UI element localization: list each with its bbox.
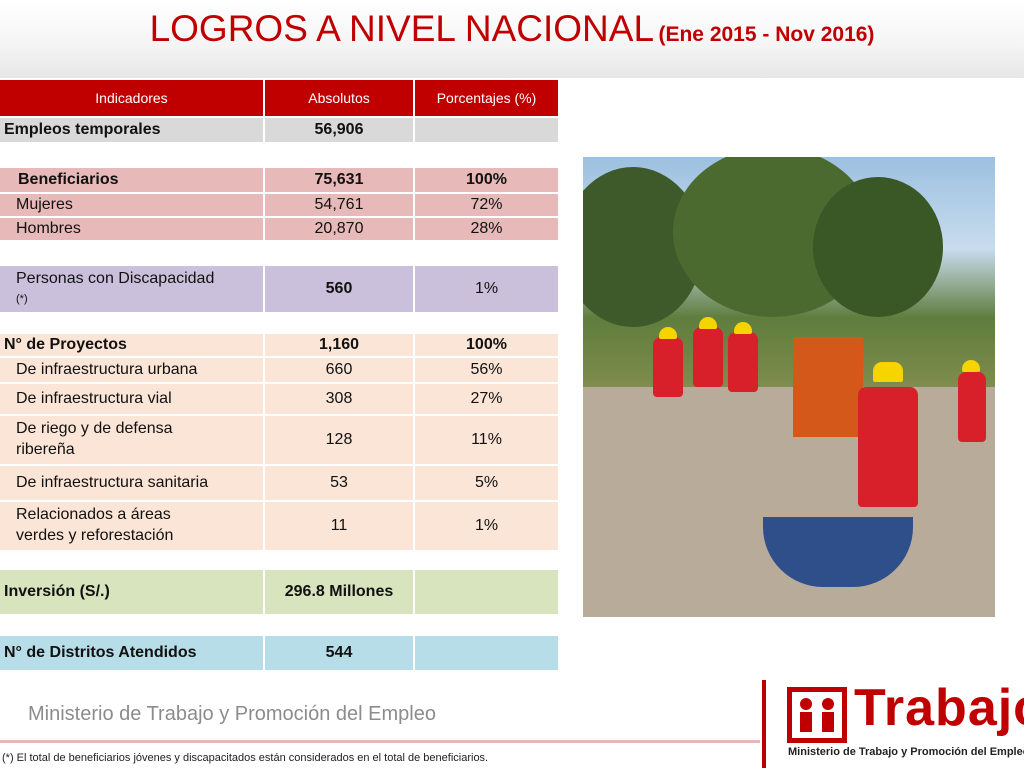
trabajo-logo: Trabajo Ministerio de Trabajo y Promoció…: [762, 679, 1024, 768]
label-sanitaria: De infraestructura sanitaria: [0, 466, 265, 502]
abs-beneficiarios: 75,631: [265, 168, 415, 194]
footnote: (*) El total de beneficiarios jóvenes y …: [2, 752, 489, 764]
photo-worker: [653, 337, 683, 397]
title-band: [0, 0, 1024, 78]
photo-ground: [583, 387, 995, 617]
label-beneficiarios: Beneficiarios: [0, 168, 265, 194]
abs-urbana: 660: [265, 358, 415, 384]
table-row-urbana: De infraestructura urbana 660 56%: [0, 358, 560, 384]
people-icon: [787, 687, 847, 743]
table-header-row: Indicadores Absolutos Porcentajes (%): [0, 80, 560, 118]
logo-word: Trabajo: [854, 679, 1024, 737]
abs-distritos: 544: [265, 636, 415, 672]
pct-sanitaria: 5%: [415, 466, 560, 502]
label-empleos: Empleos temporales: [0, 118, 265, 144]
footnote-marker: (*): [16, 293, 28, 305]
photo-worker: [728, 332, 758, 392]
header-absolutos: Absolutos: [265, 80, 415, 118]
photo-mixer: [793, 337, 863, 437]
header-porcentajes: Porcentajes (%): [415, 80, 560, 118]
table-row-verdes: Relacionados a áreas verdes y reforestac…: [0, 502, 560, 552]
table-row-vial: De infraestructura vial 308 27%: [0, 384, 560, 416]
abs-empleos: 56,906: [265, 118, 415, 144]
photo-helmet: [699, 317, 717, 329]
table-row-hombres: Hombres 20,870 28%: [0, 218, 560, 242]
pct-distritos: [415, 636, 560, 672]
photo-wheelbarrow: [763, 517, 913, 587]
label-verdes-line2: verdes y reforestación: [16, 527, 174, 544]
label-riego-line1: De riego y de defensa: [16, 420, 173, 437]
photo-tree: [813, 177, 943, 317]
label-riego: De riego y de defensa ribereña: [0, 416, 265, 466]
abs-proyectos: 1,160: [265, 334, 415, 358]
pct-empleos: [415, 118, 560, 144]
pct-hombres: 28%: [415, 218, 560, 242]
label-discapacidad-text: Personas con Discapacidad: [16, 270, 215, 287]
label-vial: De infraestructura vial: [0, 384, 265, 416]
table-row-sanitaria: De infraestructura sanitaria 53 5%: [0, 466, 560, 502]
logo-subtitle: Ministerio de Trabajo y Promoción del Em…: [788, 746, 1024, 758]
label-hombres: Hombres: [0, 218, 265, 242]
label-urbana: De infraestructura urbana: [0, 358, 265, 384]
label-distritos: N° de Distritos Atendidos: [0, 636, 265, 672]
abs-sanitaria: 53: [265, 466, 415, 502]
abs-inversion: 296.8 Millones: [265, 570, 415, 616]
label-inversion: Inversión (S/.): [0, 570, 265, 616]
table-row-beneficiarios: Beneficiarios 75,631 100%: [0, 168, 560, 194]
footer-ministry: Ministerio de Trabajo y Promoción del Em…: [28, 703, 436, 725]
table-row-distritos: N° de Distritos Atendidos 544: [0, 636, 560, 672]
pct-vial: 27%: [415, 384, 560, 416]
title-main: LOGROS A NIVEL NACIONAL: [149, 8, 655, 49]
photo-helmet: [659, 327, 677, 339]
pct-urbana: 56%: [415, 358, 560, 384]
photo-helmet: [962, 360, 980, 372]
label-mujeres: Mujeres: [0, 194, 265, 218]
page-title: LOGROS A NIVEL NACIONAL (Ene 2015 - Nov …: [0, 8, 1024, 50]
label-verdes-line1: Relacionados a áreas: [16, 506, 171, 523]
pct-mujeres: 72%: [415, 194, 560, 218]
label-discapacidad: Personas con Discapacidad (*): [0, 266, 265, 314]
photo-worker: [958, 372, 986, 442]
abs-mujeres: 54,761: [265, 194, 415, 218]
pct-verdes: 1%: [415, 502, 560, 552]
workers-photo: [583, 157, 995, 617]
pct-inversion: [415, 570, 560, 616]
footer-divider: [0, 740, 760, 743]
pct-beneficiarios: 100%: [415, 168, 560, 194]
photo-helmet: [734, 322, 752, 334]
table-row-inversion: Inversión (S/.) 296.8 Millones: [0, 570, 560, 616]
abs-vial: 308: [265, 384, 415, 416]
photo-worker: [858, 387, 918, 507]
table-row-riego: De riego y de defensa ribereña 128 11%: [0, 416, 560, 466]
logo-bar: [762, 680, 766, 768]
table-row-discapacidad: Personas con Discapacidad (*) 560 1%: [0, 266, 560, 314]
pct-discapacidad: 1%: [415, 266, 560, 314]
label-verdes: Relacionados a áreas verdes y reforestac…: [0, 502, 265, 552]
title-period: (Ene 2015 - Nov 2016): [658, 23, 875, 46]
photo-helmet: [873, 362, 903, 382]
photo-worker: [693, 327, 723, 387]
header-indicadores: Indicadores: [0, 80, 265, 118]
abs-hombres: 20,870: [265, 218, 415, 242]
table-row-mujeres: Mujeres 54,761 72%: [0, 194, 560, 218]
pct-proyectos: 100%: [415, 334, 560, 358]
abs-riego: 128: [265, 416, 415, 466]
pct-riego: 11%: [415, 416, 560, 466]
abs-discapacidad: 560: [265, 266, 415, 314]
table-row-proyectos: N° de Proyectos 1,160 100%: [0, 334, 560, 358]
label-riego-line2: ribereña: [16, 441, 75, 458]
label-proyectos: N° de Proyectos: [0, 334, 265, 358]
table-row-empleos: Empleos temporales 56,906: [0, 118, 560, 144]
abs-verdes: 11: [265, 502, 415, 552]
